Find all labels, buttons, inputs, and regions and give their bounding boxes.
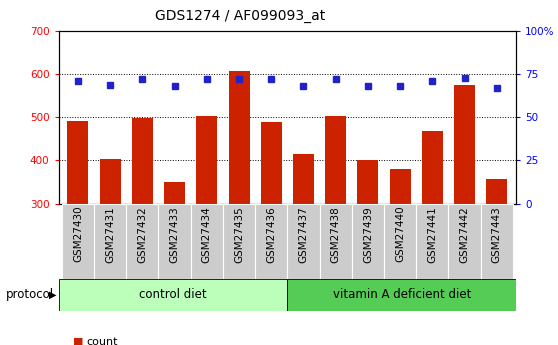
Bar xyxy=(132,118,153,204)
Text: ■: ■ xyxy=(73,337,83,345)
Bar xyxy=(261,122,282,204)
Bar xyxy=(293,154,314,204)
Bar xyxy=(62,204,94,279)
Bar xyxy=(229,71,249,204)
Text: GSM27439: GSM27439 xyxy=(363,206,373,263)
Bar xyxy=(325,116,346,204)
Text: GSM27430: GSM27430 xyxy=(73,206,83,263)
Bar xyxy=(487,179,507,204)
Bar xyxy=(158,204,191,279)
Bar xyxy=(358,160,378,204)
Text: GSM27441: GSM27441 xyxy=(427,206,437,263)
Text: control diet: control diet xyxy=(139,288,207,302)
Text: GSM27432: GSM27432 xyxy=(137,206,147,263)
Bar xyxy=(449,204,480,279)
Text: GSM27436: GSM27436 xyxy=(266,206,276,263)
Text: GSM27435: GSM27435 xyxy=(234,206,244,263)
Text: GSM27443: GSM27443 xyxy=(492,206,502,263)
Text: ▶: ▶ xyxy=(49,290,56,300)
Bar xyxy=(320,204,352,279)
Text: count: count xyxy=(86,337,118,345)
Text: GSM27442: GSM27442 xyxy=(460,206,470,263)
Bar xyxy=(191,204,223,279)
Bar xyxy=(422,131,443,204)
Bar xyxy=(352,204,384,279)
Bar xyxy=(384,204,416,279)
Bar xyxy=(255,204,287,279)
Bar xyxy=(164,182,185,204)
Text: GSM27434: GSM27434 xyxy=(202,206,212,263)
Text: GSM27437: GSM27437 xyxy=(299,206,309,263)
Bar xyxy=(100,159,121,204)
Bar xyxy=(416,204,449,279)
Bar xyxy=(223,204,255,279)
Bar xyxy=(287,279,516,311)
Text: GSM27431: GSM27431 xyxy=(105,206,115,263)
Bar xyxy=(68,121,88,204)
Bar xyxy=(126,204,158,279)
Bar xyxy=(389,169,411,204)
Bar xyxy=(59,279,287,311)
Bar xyxy=(287,204,320,279)
Text: vitamin A deficient diet: vitamin A deficient diet xyxy=(333,288,471,302)
Bar xyxy=(480,204,513,279)
Bar xyxy=(454,85,475,204)
Bar xyxy=(196,116,217,204)
Text: GSM27440: GSM27440 xyxy=(395,206,405,263)
Text: GDS1274 / AF099093_at: GDS1274 / AF099093_at xyxy=(155,9,325,23)
Text: protocol: protocol xyxy=(6,288,54,302)
Bar xyxy=(94,204,126,279)
Text: GSM27438: GSM27438 xyxy=(331,206,341,263)
Text: GSM27433: GSM27433 xyxy=(170,206,180,263)
